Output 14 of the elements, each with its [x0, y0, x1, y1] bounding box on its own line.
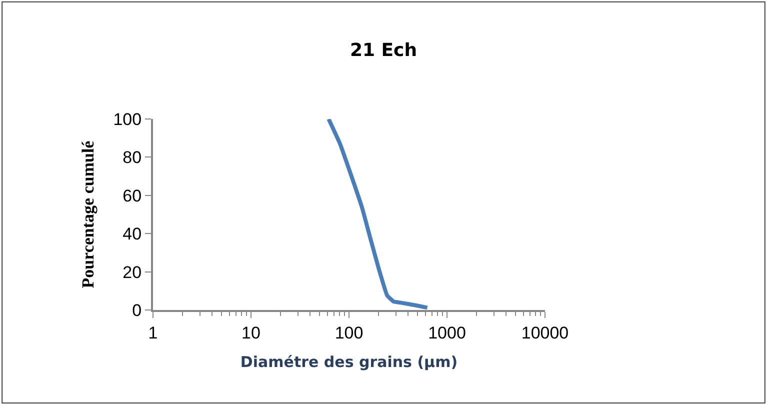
y-tick-label: 40 [122, 224, 142, 244]
y-tick-label: 20 [122, 262, 142, 282]
y-tick-label: 0 [132, 300, 142, 320]
y-tick-label: 60 [122, 186, 142, 206]
chart-title: 21 Ech [350, 40, 418, 62]
x-tick-label: 10 [242, 323, 260, 342]
x-tick-label: 10000 [521, 323, 569, 342]
x-tick-label: 100 [334, 323, 364, 342]
y-tick-label: 100 [113, 110, 142, 129]
x-tick-label: 1 [148, 323, 158, 342]
x-axis-title: Diamétre des grains (µm) [240, 352, 458, 371]
y-axis-title: Pourcentage cumulé [78, 140, 98, 288]
y-tick-label: 80 [122, 148, 142, 168]
x-tick-label: 1000 [428, 323, 466, 342]
